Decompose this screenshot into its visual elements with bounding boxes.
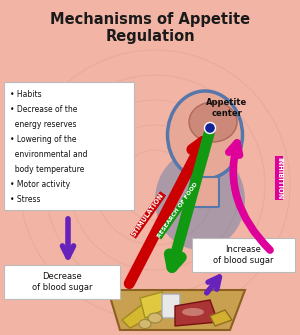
FancyBboxPatch shape bbox=[4, 265, 120, 299]
Text: Appetite
center: Appetite center bbox=[206, 98, 247, 118]
Text: • Decrease of the: • Decrease of the bbox=[10, 105, 77, 114]
Text: RESEARCH OF FOOD: RESEARCH OF FOOD bbox=[157, 182, 199, 239]
Ellipse shape bbox=[167, 91, 242, 179]
Polygon shape bbox=[175, 300, 218, 326]
Text: Increase
of blood sugar: Increase of blood sugar bbox=[213, 245, 273, 265]
Polygon shape bbox=[210, 310, 232, 326]
Text: Mechanisms of Appetite
Regulation: Mechanisms of Appetite Regulation bbox=[50, 12, 250, 45]
FancyBboxPatch shape bbox=[162, 294, 180, 318]
Text: energy reserves: energy reserves bbox=[10, 120, 76, 129]
Text: Decrease
of blood sugar: Decrease of blood sugar bbox=[32, 272, 92, 292]
Ellipse shape bbox=[139, 320, 151, 329]
Text: body temperature: body temperature bbox=[10, 165, 84, 174]
Text: • Stress: • Stress bbox=[10, 195, 40, 204]
Ellipse shape bbox=[182, 308, 204, 316]
Text: • Motor activity: • Motor activity bbox=[10, 180, 70, 189]
Polygon shape bbox=[140, 292, 168, 318]
Ellipse shape bbox=[189, 102, 237, 142]
Text: • Habits: • Habits bbox=[10, 90, 42, 99]
Polygon shape bbox=[108, 290, 245, 330]
Ellipse shape bbox=[155, 150, 245, 250]
FancyBboxPatch shape bbox=[192, 238, 295, 272]
Text: environmental and: environmental and bbox=[10, 150, 88, 159]
Text: INHIBITION: INHIBITION bbox=[276, 157, 282, 199]
Circle shape bbox=[205, 123, 215, 134]
Polygon shape bbox=[122, 300, 155, 328]
Text: STIMULATION: STIMULATION bbox=[131, 192, 165, 238]
FancyBboxPatch shape bbox=[4, 82, 134, 210]
Text: • Lowering of the: • Lowering of the bbox=[10, 135, 76, 144]
Ellipse shape bbox=[148, 313, 162, 323]
FancyBboxPatch shape bbox=[191, 177, 219, 207]
